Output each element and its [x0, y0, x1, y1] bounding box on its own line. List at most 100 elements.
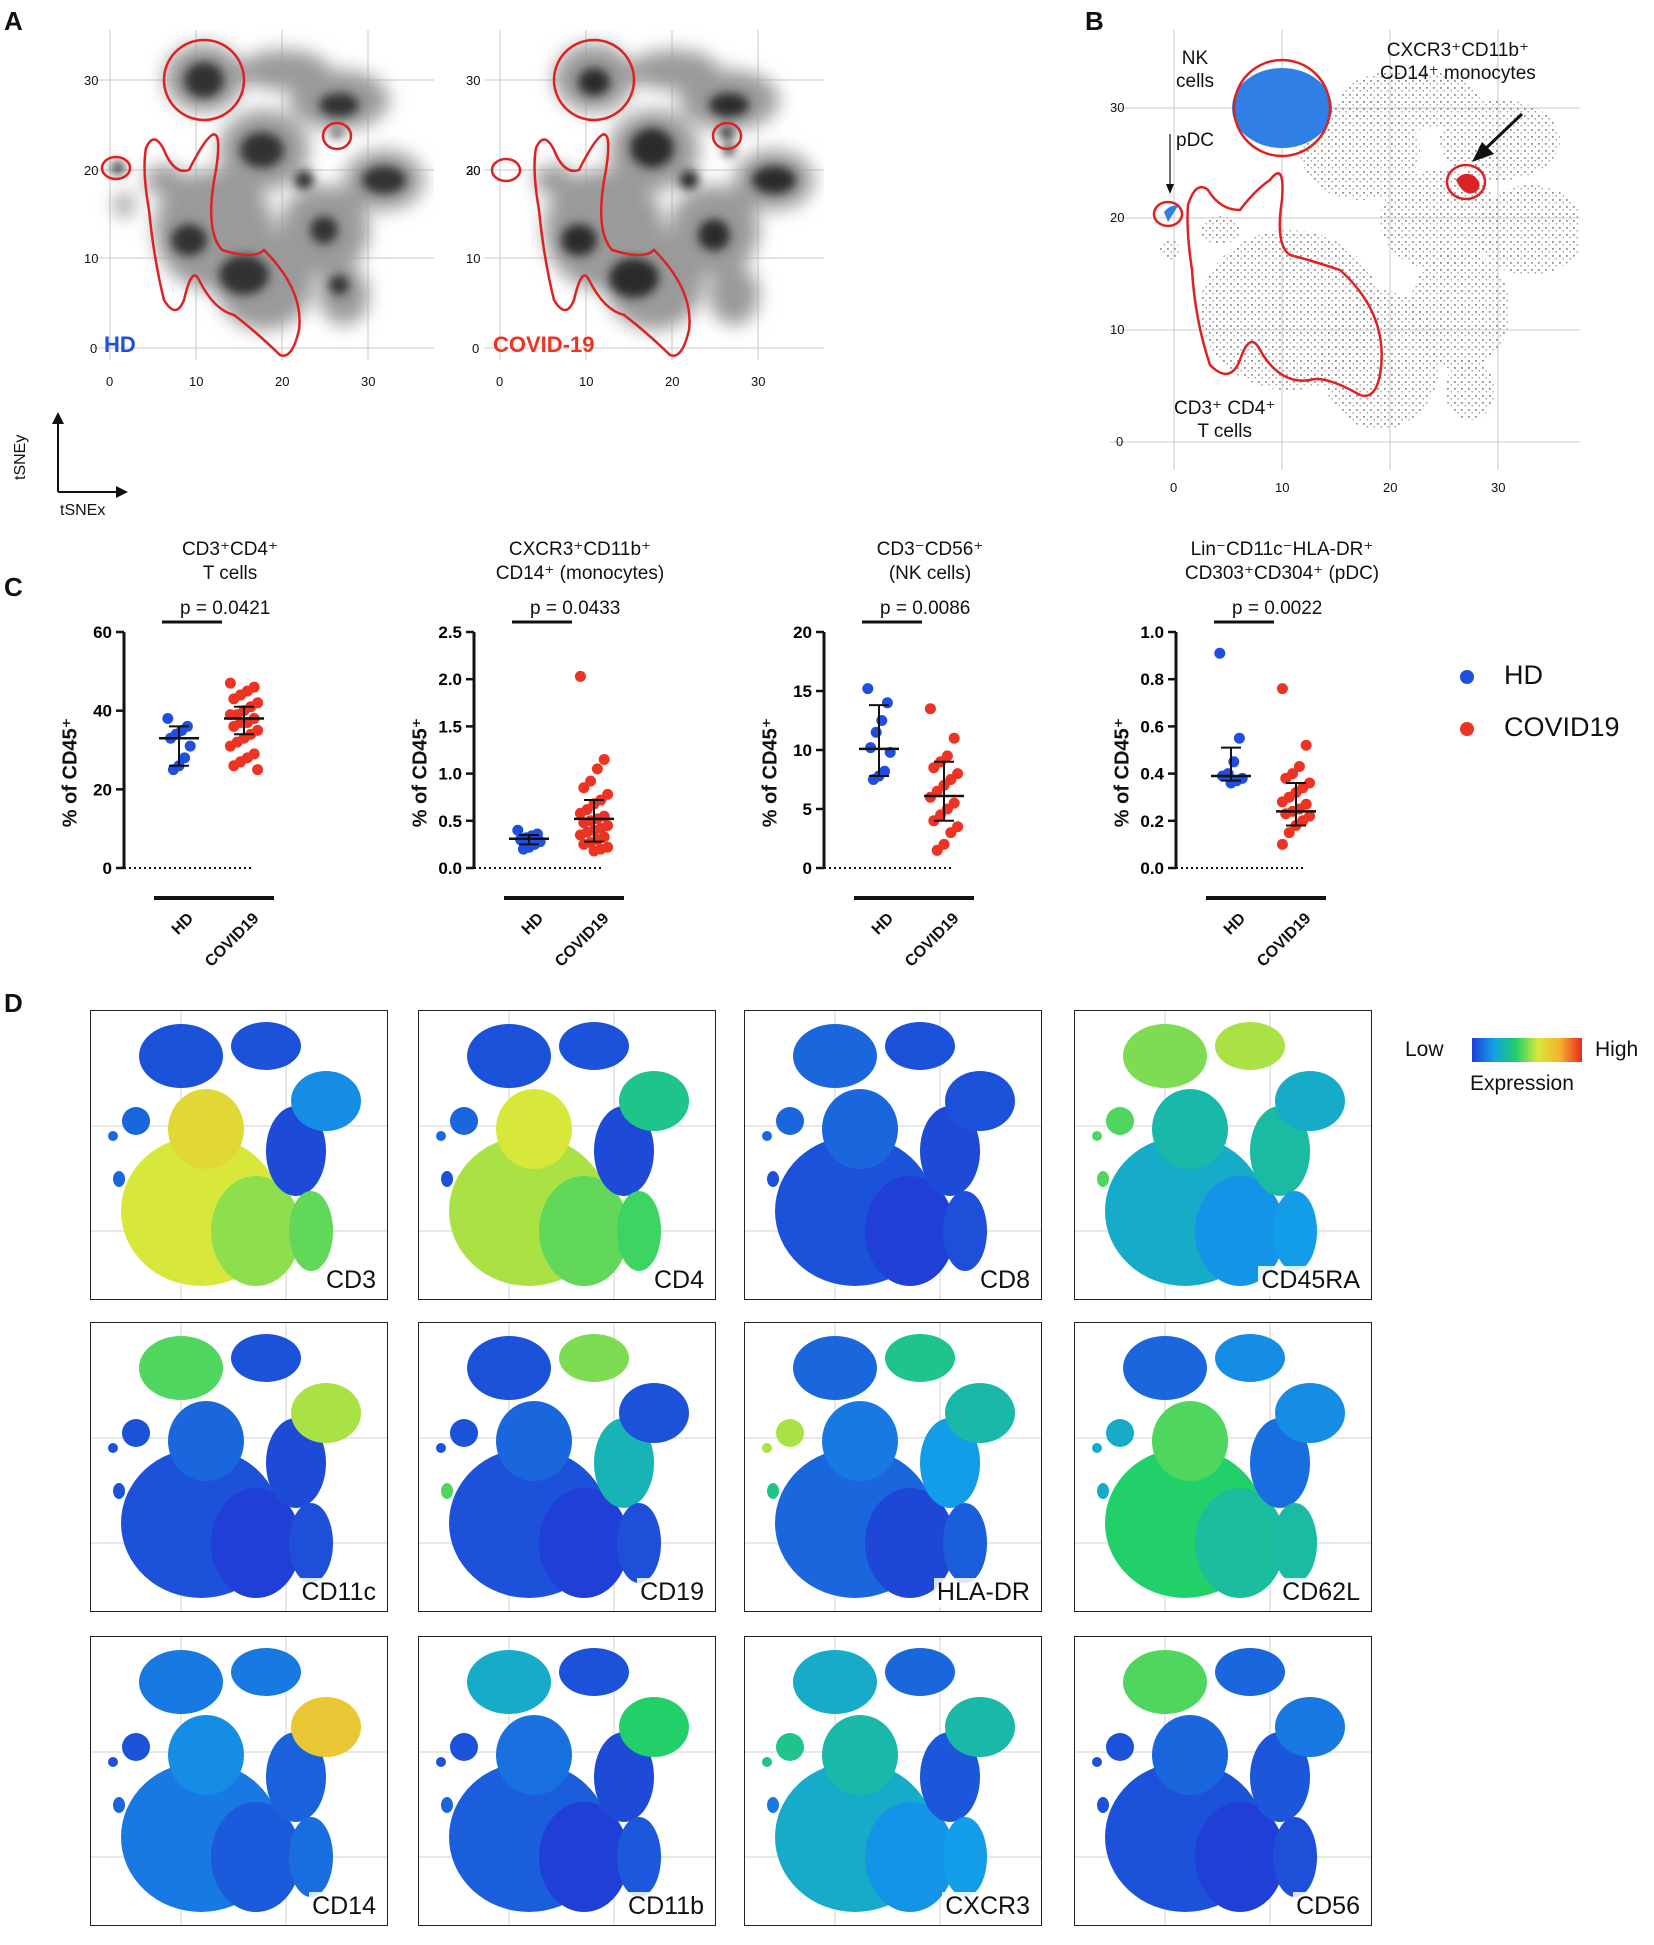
- legend-hd-label: HD: [1504, 660, 1543, 690]
- tsne-a1-ytick: 10: [84, 251, 99, 266]
- data-point-covid19: [1276, 683, 1288, 695]
- dot-plot-2: CD3⁻CD56⁺ (NK cells) p = 0.0086% of CD45⁺ 0…: [740, 530, 1080, 990]
- axis-tsnex: tSNEx: [60, 502, 106, 519]
- y-tick-label: 0.5: [438, 812, 462, 831]
- y-tick-label: 2.0: [438, 670, 462, 689]
- gate-t-hd: [143, 133, 301, 357]
- tsne-gating-overview: [1110, 30, 1580, 470]
- gate-nk-covid: [552, 38, 636, 122]
- gate-t-covid: [533, 133, 691, 357]
- data-point-covid19: [945, 827, 957, 839]
- marker-label: CD56: [1293, 1892, 1363, 1921]
- tsne-b-ytick: 0: [1116, 434, 1124, 449]
- marker-plot-cd11b: CD11b: [418, 1636, 716, 1926]
- marker-label: CD19: [637, 1578, 707, 1607]
- dot-plot-title: CD3⁺CD4⁺ T cells: [100, 538, 360, 586]
- y-tick-label: 10: [793, 741, 812, 760]
- p-value: p = 0.0086: [880, 598, 971, 619]
- data-point-covid19: [928, 815, 940, 827]
- monocyte-cluster: [1456, 173, 1480, 194]
- expr-high: High: [1595, 1038, 1639, 1061]
- y-tick-label: 1.0: [438, 765, 462, 784]
- tsne-b-xtick: 30: [1491, 480, 1506, 495]
- marker-plot-cd62l: CD62L: [1074, 1322, 1372, 1612]
- tsne-b-ytick: 20: [1110, 210, 1125, 225]
- marker-label: CD8: [976, 1266, 1033, 1295]
- marker-plot-cxcr3: CXCR3: [744, 1636, 1042, 1926]
- marker-plot-svg: [745, 1011, 1041, 1299]
- marker-plot-cd14: CD14: [90, 1636, 388, 1926]
- marker-label: CD14: [309, 1892, 379, 1921]
- legend-covid-label: COVID19: [1504, 712, 1620, 742]
- data-point-hd: [881, 697, 893, 709]
- tsne-b-xtick: 20: [1383, 480, 1398, 495]
- data-point-covid19: [1300, 739, 1312, 751]
- dot-plot-title-line2: (NK cells): [888, 562, 972, 584]
- tsne-gating-svg: [1110, 30, 1580, 470]
- data-point-hd: [1214, 647, 1226, 659]
- y-tick-label: 0.2: [1140, 812, 1164, 831]
- expression-colorbar: [1472, 1038, 1582, 1062]
- tsne-density-hd-svg: [94, 30, 434, 360]
- data-point-covid19: [928, 762, 940, 774]
- tsne-b-ytick: 10: [1110, 322, 1125, 337]
- data-point-covid19: [252, 764, 264, 776]
- marker-plot-cd45ra: CD45RA: [1074, 1010, 1372, 1300]
- tsne-a1-xtick: 0: [106, 374, 114, 389]
- marker-label: CD11c: [298, 1578, 379, 1607]
- covid-label: COVID-19: [493, 332, 595, 357]
- data-point-hd: [1228, 756, 1240, 768]
- tsne-axis-arrows: [52, 412, 128, 498]
- data-point-covid19: [585, 775, 597, 787]
- marker-plot-svg: [745, 1637, 1041, 1925]
- data-point-covid19: [588, 845, 600, 857]
- gate-pdc-hd: [100, 155, 132, 181]
- marker-plot-svg: [419, 1011, 715, 1299]
- data-point-covid19: [574, 670, 586, 682]
- data-point-hd: [184, 740, 196, 752]
- data-point-covid19: [574, 807, 586, 819]
- tsne-a2-xtick: 0: [496, 374, 504, 389]
- tsne-a2-ytick: 20: [466, 163, 481, 178]
- marker-plot-svg: [745, 1323, 1041, 1611]
- p-value: p = 0.0433: [530, 598, 621, 619]
- data-point-covid19: [1276, 796, 1288, 808]
- data-point-hd: [167, 764, 179, 776]
- tsne-b-xtick: 10: [1275, 480, 1290, 495]
- dot-plot-3: Lin⁻CD11c⁻HLA-DR⁺ CD303⁺CD304⁺ (pDC) p = 0…: [1092, 530, 1432, 990]
- tsne-a2-ytick: 30: [466, 73, 481, 88]
- tsne-a2-ytick: 30: [466, 163, 481, 178]
- data-point-covid19: [924, 703, 936, 715]
- marker-plot-cd19: CD19: [418, 1322, 716, 1612]
- dot-plot-svg: 0 5 10 15 20: [793, 620, 974, 900]
- dot-plot-title: Lin⁻CD11c⁻HLA-DR⁺ CD303⁺CD304⁺ (pDC): [1152, 538, 1412, 586]
- dot-plot-title-line2: CD14⁺ (monocytes): [495, 562, 665, 584]
- tsne-a1-ytick: 30: [84, 73, 99, 88]
- y-tick-label: 2.5: [438, 623, 462, 642]
- data-point-covid19: [228, 760, 240, 772]
- gate-mono-covid: [711, 121, 743, 151]
- data-point-hd: [870, 726, 882, 738]
- data-point-covid19: [224, 677, 236, 689]
- data-point-hd: [517, 843, 529, 855]
- marker-plot-svg: [1075, 1011, 1371, 1299]
- panel-letter-c: C: [4, 572, 23, 602]
- tsne-a1-ytick: 20: [84, 163, 99, 178]
- dot-plot-title: CXCR3⁺CD11b⁺ CD14⁺ (monocytes): [450, 538, 710, 586]
- dot-plot-title-line1: CD3⁺CD4⁺: [181, 539, 279, 560]
- data-point-covid19: [1276, 838, 1288, 850]
- dot-plot-0: CD3⁺CD4⁺ T cells p = 0.0421% of CD45⁺ 0 20 40…: [40, 530, 380, 990]
- dot-plot-title-line1: Lin⁻CD11c⁻HLA-DR⁺: [1190, 539, 1374, 560]
- data-point-covid19: [228, 720, 240, 732]
- marker-label: CD4: [650, 1266, 707, 1295]
- legend-covid: COVID19: [1460, 712, 1620, 743]
- tsne-density-covid: [484, 30, 824, 360]
- dot-plot-title-line2: T cells: [202, 562, 258, 584]
- gate-pdc-covid: [490, 157, 522, 183]
- data-point-covid19: [1293, 761, 1305, 773]
- hd-label: HD: [104, 332, 136, 357]
- label-pdc: pDC: [1176, 130, 1215, 151]
- dot-plot-1: CXCR3⁺CD11b⁺ CD14⁺ (monocytes) p = 0.0433%…: [390, 530, 730, 990]
- legend-hd-dot: [1460, 669, 1474, 684]
- marker-plot-svg: [91, 1323, 387, 1611]
